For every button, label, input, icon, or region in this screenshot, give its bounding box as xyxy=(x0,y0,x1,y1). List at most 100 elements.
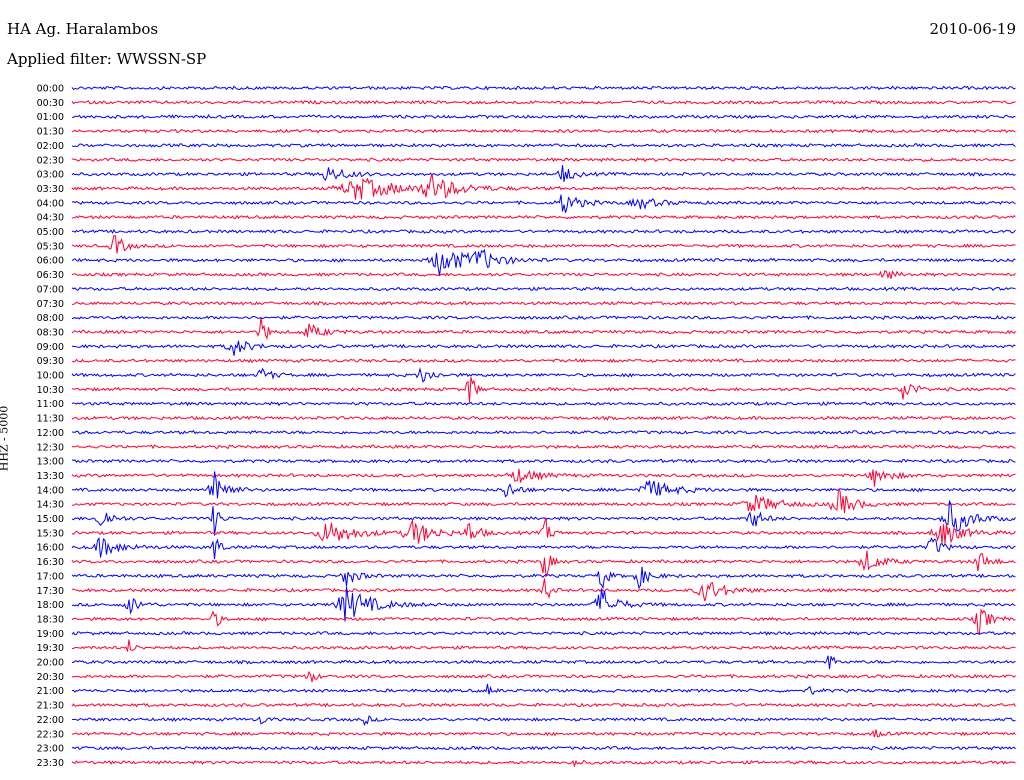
trace-line xyxy=(71,715,1016,727)
row-time-label: 15:30 xyxy=(37,528,64,539)
trace-line xyxy=(71,683,1016,696)
trace-line xyxy=(71,286,1016,292)
row-time-label: 09:00 xyxy=(37,342,64,353)
trace-line xyxy=(71,194,1016,213)
row-time-label: 07:00 xyxy=(37,284,64,295)
row-time-label: 18:00 xyxy=(37,600,64,611)
trace-line xyxy=(71,630,1016,636)
trace-line xyxy=(71,415,1016,421)
row-time-label: 10:00 xyxy=(37,371,64,382)
trace-line xyxy=(71,578,1016,602)
trace-line xyxy=(71,499,1016,536)
trace-line xyxy=(72,300,1016,306)
trace-line xyxy=(71,471,1016,499)
row-time-label: 02:00 xyxy=(37,141,64,152)
row-time-label: 06:00 xyxy=(37,256,64,267)
row-time-label: 14:30 xyxy=(37,500,64,511)
row-time-label: 08:00 xyxy=(37,313,64,324)
trace-line xyxy=(71,340,1016,356)
row-time-label: 10:30 xyxy=(37,385,64,396)
station-title: HA Ag. Haralambos xyxy=(7,20,159,38)
trace-line xyxy=(71,536,1016,560)
row-time-label: 09:30 xyxy=(37,356,64,367)
trace-line xyxy=(71,128,1016,134)
row-time-label: 21:00 xyxy=(37,686,64,697)
row-time-label: 08:30 xyxy=(37,327,64,338)
trace-line xyxy=(71,317,1016,340)
trace-line xyxy=(71,269,1016,280)
trace-line xyxy=(71,702,1016,708)
trace-line xyxy=(71,586,1016,622)
trace-line xyxy=(71,488,1016,514)
row-time-label: 19:30 xyxy=(37,643,64,654)
row-time-label: 12:30 xyxy=(37,442,64,453)
trace-line xyxy=(71,729,1016,738)
trace-line xyxy=(71,444,1016,450)
trace-line xyxy=(71,608,1016,635)
trace-line xyxy=(71,458,1016,464)
trace-line xyxy=(71,235,1016,254)
trace-line xyxy=(71,157,1016,163)
row-time-label: 05:00 xyxy=(37,227,64,238)
trace-line xyxy=(71,85,1016,91)
trace-line xyxy=(71,401,1016,407)
trace-line xyxy=(71,358,1016,364)
trace-line xyxy=(71,99,1016,105)
trace-line xyxy=(71,550,1016,577)
trace-line xyxy=(71,639,1016,652)
row-time-label: 22:30 xyxy=(37,729,64,740)
trace-line xyxy=(71,173,1016,200)
row-time-label: 19:00 xyxy=(37,629,64,640)
row-time-label: 22:00 xyxy=(37,715,64,726)
row-time-label: 04:00 xyxy=(37,198,64,209)
trace-line xyxy=(71,214,1016,220)
date-label: 2010-06-19 xyxy=(929,20,1016,38)
row-time-label: 05:30 xyxy=(37,241,64,252)
trace-line xyxy=(71,142,1016,148)
row-time-label: 23:00 xyxy=(37,744,64,755)
trace-line xyxy=(71,165,1016,182)
row-time-label: 20:00 xyxy=(37,658,64,669)
trace-line xyxy=(71,228,1016,235)
row-time-label: 13:00 xyxy=(37,457,64,468)
row-time-label: 14:00 xyxy=(37,485,64,496)
trace-line xyxy=(71,566,1016,590)
row-time-label: 12:00 xyxy=(37,428,64,439)
trace-line xyxy=(71,114,1016,120)
trace-line xyxy=(71,670,1016,683)
row-time-label: 17:00 xyxy=(37,571,64,582)
row-time-label: 11:30 xyxy=(37,414,64,425)
trace-line xyxy=(71,429,1016,435)
trace-line xyxy=(71,745,1016,751)
row-time-label: 13:30 xyxy=(37,471,64,482)
trace-line xyxy=(71,367,1016,383)
row-time-label: 00:00 xyxy=(37,84,64,95)
row-time-label: 06:30 xyxy=(37,270,64,281)
row-time-label: 00:30 xyxy=(37,98,64,109)
row-time-label: 07:30 xyxy=(37,299,64,310)
row-time-label: 23:30 xyxy=(37,758,64,769)
row-time-label: 21:30 xyxy=(37,701,64,712)
row-time-label: 17:30 xyxy=(37,586,64,597)
row-time-label: 16:30 xyxy=(37,557,64,568)
row-time-label: 11:00 xyxy=(37,399,64,410)
trace-line xyxy=(71,377,1016,403)
trace-line xyxy=(71,315,1016,321)
filter-label: Applied filter: WWSSN-SP xyxy=(7,50,207,68)
row-time-label: 20:30 xyxy=(37,672,64,683)
row-time-label: 01:30 xyxy=(37,127,64,138)
row-time-label: 18:30 xyxy=(37,614,64,625)
row-time-label: 02:30 xyxy=(37,155,64,166)
trace-line xyxy=(71,248,1016,276)
row-time-label: 15:00 xyxy=(37,514,64,525)
row-time-label: 04:30 xyxy=(37,213,64,224)
trace-line xyxy=(71,655,1016,670)
row-time-label: 16:00 xyxy=(37,543,64,554)
row-time-label: 01:00 xyxy=(37,112,64,123)
row-time-label: 03:30 xyxy=(37,184,64,195)
trace-line xyxy=(71,468,1016,487)
trace-line xyxy=(71,517,1016,544)
trace-line xyxy=(71,759,1016,768)
row-time-label: 03:00 xyxy=(37,170,64,181)
